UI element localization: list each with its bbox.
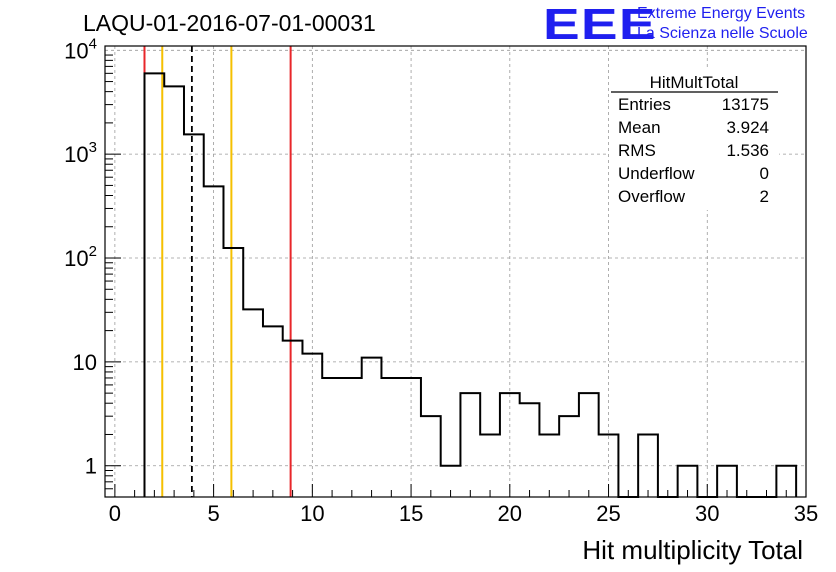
histogram-bin: [480, 434, 500, 497]
stats-box: HitMultTotal Entries 13175 Mean 3.924 RM…: [609, 70, 779, 210]
histogram-bin: [460, 393, 480, 497]
histogram-bin: [500, 393, 520, 497]
x-tick-label: 15: [399, 501, 423, 526]
y-tick-label: 1: [85, 454, 97, 479]
y-tick-label: 10: [73, 350, 97, 375]
histogram-bin: [421, 416, 441, 497]
histogram-bin: [184, 134, 204, 497]
x-tick-label: 0: [109, 501, 121, 526]
histogram-bin: [579, 393, 599, 497]
x-tick-label: 5: [207, 501, 219, 526]
stats-value-entries: 13175: [722, 95, 769, 114]
histogram-bin: [144, 73, 164, 497]
stats-value-mean: 3.924: [726, 118, 769, 137]
x-tick-label: 25: [596, 501, 620, 526]
histogram-bins: [143, 72, 798, 498]
x-tick-label: 10: [300, 501, 324, 526]
stats-value-overflow: 2: [760, 187, 769, 206]
stats-label-underflow: Underflow: [618, 164, 695, 183]
histogram-bin: [283, 341, 303, 497]
stats-box-background: [609, 70, 779, 210]
y-tick-label: 103: [64, 139, 97, 167]
stats-label-rms: RMS: [618, 141, 656, 160]
histogram-bin: [559, 416, 579, 497]
axis-ticks: [105, 54, 807, 498]
eee-logo: EEE Extreme Energy Events La Scienza nel…: [543, 0, 808, 49]
x-axis-title: Hit multiplicity Total: [582, 535, 803, 565]
logo-line-1: Extreme Energy Events: [637, 5, 805, 22]
histogram-bin: [164, 86, 184, 497]
x-tick-label: 35: [794, 501, 818, 526]
histogram-bin: [204, 186, 224, 497]
stats-label-mean: Mean: [618, 118, 661, 137]
histogram-bin: [362, 358, 382, 497]
logo-line-2: La Scienza nelle Scuole: [637, 25, 808, 42]
y-tick-label: 104: [64, 35, 97, 63]
logo-eee-text: EEE: [543, 0, 657, 49]
histogram-bin: [381, 378, 401, 497]
y-tick-label: 102: [64, 243, 97, 271]
histogram-bin: [302, 354, 322, 497]
x-tick-label: 20: [498, 501, 522, 526]
histogram-bin: [520, 403, 540, 497]
histogram-bin: [638, 434, 658, 497]
histogram-bin: [401, 378, 421, 497]
histogram-bin: [223, 248, 243, 497]
histogram-outline: [143, 72, 798, 498]
chart-title: LAQU-01-2016-07-01-00031: [83, 10, 376, 36]
stats-label-overflow: Overflow: [618, 187, 686, 206]
histogram-bin: [322, 378, 342, 497]
histogram-bin: [342, 378, 362, 497]
histogram-bin: [539, 434, 559, 497]
stats-value-rms: 1.536: [726, 141, 769, 160]
stats-box-title: HitMultTotal: [650, 73, 739, 92]
histogram-bin: [243, 309, 263, 497]
stats-value-underflow: 0: [760, 164, 769, 183]
plot-frame: [104, 45, 807, 498]
stats-label-entries: Entries: [618, 95, 671, 114]
histogram-bin: [263, 326, 283, 497]
x-tick-label: 30: [695, 501, 719, 526]
